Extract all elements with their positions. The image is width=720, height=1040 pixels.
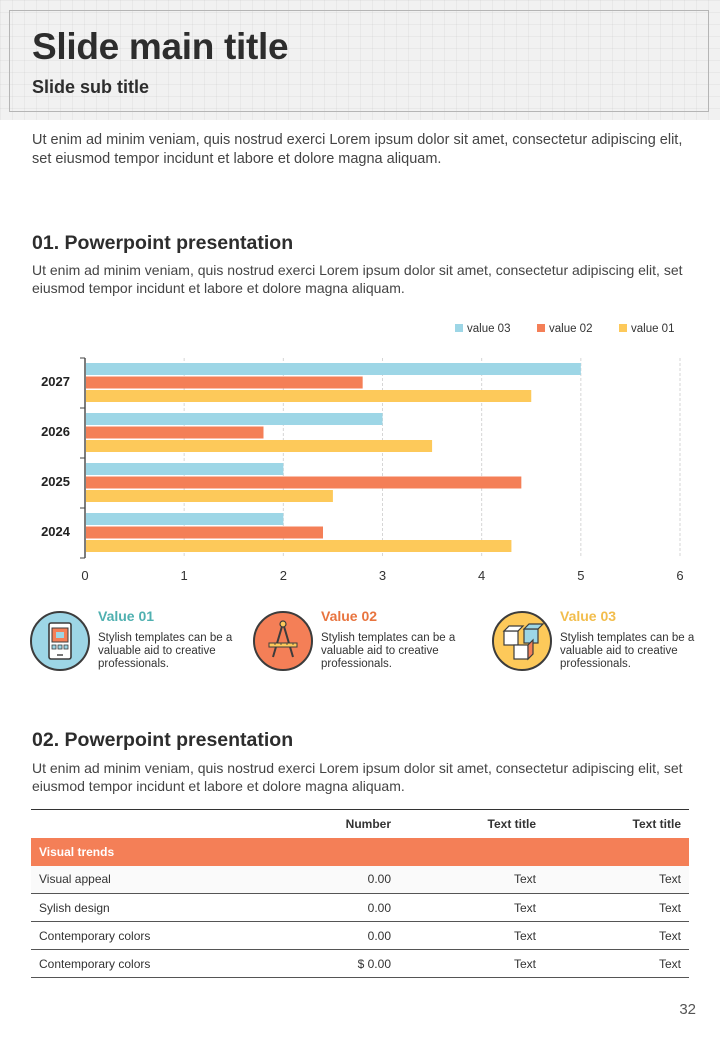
legend-label: value 01 — [631, 323, 674, 335]
table-row: Visual appeal 0.00 Text Text — [31, 865, 689, 894]
table-group-label: Visual trends — [31, 837, 689, 866]
bar-value-03-2025 — [86, 463, 284, 475]
value-2-circle — [253, 611, 313, 671]
intro-paragraph: Ut enim ad minim veniam, quis nostrud ex… — [32, 132, 683, 167]
bar-value-01-2027 — [86, 390, 532, 402]
value-1-text: Stylish templates can be a valuable aid … — [98, 632, 233, 670]
bar-value-02-2024 — [86, 526, 323, 539]
table-header-cell: Number — [345, 816, 391, 831]
section-2-title: 02. Powerpoint presentation — [32, 729, 294, 751]
value-3-circle — [492, 611, 552, 671]
x-tick-label: 3 — [379, 568, 386, 583]
value-3-text: Stylish templates can be a valuable aid … — [560, 632, 695, 670]
bar-value-01-2026 — [86, 440, 433, 452]
table-cell: 0.00 — [251, 893, 399, 922]
value-2-title: Value 02 — [321, 608, 378, 624]
value-3-title: Value 03 — [560, 608, 617, 624]
value-1-title: Value 01 — [98, 608, 155, 624]
bar-value-03-2026 — [86, 413, 383, 425]
table-group-row: Visual trends — [31, 837, 689, 866]
table-cell: Sylish design — [31, 893, 251, 922]
x-tick-label: 6 — [676, 568, 683, 583]
table-row: Contemporary colors $ 0.00 Text Text — [31, 949, 689, 978]
y-category-label: 2027 — [41, 374, 70, 389]
table-cell: Visual appeal — [31, 865, 251, 894]
value-item-3: Value 03 Stylish templates can be a valu… — [492, 608, 712, 678]
table-cell: Text — [544, 949, 689, 978]
page-title: Slide main title — [32, 26, 289, 67]
table-cell: Text — [544, 893, 689, 922]
x-tick-label: 5 — [577, 568, 584, 583]
legend-swatch — [537, 324, 545, 332]
table-cell: Text — [399, 893, 544, 922]
page-subtitle: Slide sub title — [32, 77, 150, 97]
x-tick-label: 1 — [181, 568, 188, 583]
section-2-body: Ut enim ad minim veniam, quis nostrud ex… — [32, 760, 683, 794]
bar-chart: 0 1 2 3 4 5 6 2027 2026 2025 2024 value 03 value 02 v… — [41, 323, 684, 583]
table-cell: Text — [544, 865, 689, 894]
legend-label: value 02 — [549, 323, 592, 335]
mobile-app-icon — [48, 622, 72, 660]
table-header-row: Number Text title Text title — [31, 809, 689, 838]
table-header-cell: Text title — [487, 816, 536, 831]
value-item-2: Value 02 Stylish templates can be a valu… — [253, 608, 473, 678]
header-band — [0, 0, 720, 120]
legend-swatch — [619, 324, 627, 332]
bar-value-03-2024 — [86, 513, 284, 525]
table-cell: Text — [544, 921, 689, 950]
x-tick-label: 0 — [81, 568, 88, 583]
data-table: Number Text title Text title Visual tren… — [31, 809, 689, 978]
bar-value-02-2027 — [86, 376, 363, 389]
value-1-circle — [30, 611, 90, 671]
table-cell: Text — [399, 865, 544, 894]
value-item-1: Value 01 Stylish templates can be a valu… — [30, 608, 250, 678]
x-tick-label: 2 — [280, 568, 287, 583]
bar-value-01-2024 — [86, 540, 512, 552]
cubes-icon — [502, 623, 545, 661]
y-category-label: 2024 — [41, 524, 71, 539]
table-row: Sylish design 0.00 Text Text — [31, 893, 689, 922]
table-cell: Contemporary colors — [31, 949, 251, 978]
table-header-cell: Text title — [632, 816, 681, 831]
table-cell: Text — [399, 949, 544, 978]
bar-value-01-2025 — [86, 490, 333, 502]
table-cell: 0.00 — [251, 865, 399, 894]
page-number: 32 — [679, 1001, 696, 1018]
y-category-label: 2026 — [41, 424, 70, 439]
legend-label: value 03 — [467, 323, 510, 335]
section-1-body: Ut enim ad minim veniam, quis nostrud ex… — [32, 262, 683, 296]
y-category-label: 2025 — [41, 474, 70, 489]
table-row: Contemporary colors 0.00 Text Text — [31, 921, 689, 950]
bar-value-02-2026 — [86, 426, 264, 439]
x-tick-label: 4 — [478, 568, 485, 583]
section-1-title: 01. Powerpoint presentation — [32, 232, 294, 254]
table-cell: Contemporary colors — [31, 921, 251, 950]
bar-value-02-2025 — [86, 476, 522, 489]
bar-value-03-2027 — [86, 363, 581, 375]
table-cell: $ 0.00 — [251, 949, 399, 978]
value-2-text: Stylish templates can be a valuable aid … — [321, 632, 456, 670]
header-frame — [9, 10, 709, 112]
table-cell: 0.00 — [251, 921, 399, 950]
table-header-cell — [31, 810, 251, 838]
table-cell: Text — [399, 921, 544, 950]
compass-ruler-icon — [268, 620, 298, 658]
legend-swatch — [455, 324, 463, 332]
